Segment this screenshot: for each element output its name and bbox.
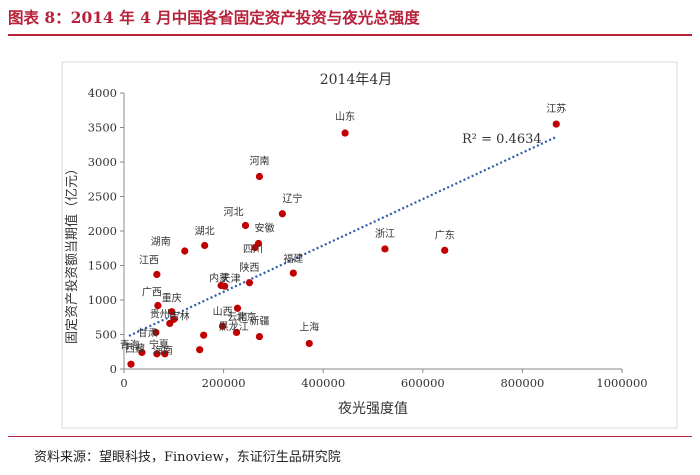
source-rule [8, 436, 692, 437]
data-point [341, 129, 349, 137]
scatter-chart: 2014年4月 0 500 1000 1500 2000 2500 3000 3500 4000… [61, 61, 678, 429]
data-point [233, 304, 242, 312]
data-point [220, 282, 229, 290]
point-label: 广东 [435, 228, 455, 241]
y-tick-label: 2000 [88, 224, 117, 238]
point-label: 上海 [299, 320, 319, 333]
data-point [232, 328, 241, 337]
data-point [305, 339, 313, 348]
point-label: 福建 [283, 252, 303, 265]
data-point [153, 270, 161, 279]
point-label: 四川 [243, 245, 263, 256]
point-label: 新疆 [249, 315, 269, 328]
point-label: 青海 [120, 338, 140, 351]
point-label: 浙江 [375, 228, 395, 240]
point-label: 山东 [335, 110, 355, 123]
point-label: 辽宁 [282, 192, 302, 205]
data-point [241, 221, 250, 230]
y-tick-label: 1500 [88, 259, 117, 273]
point-label: 江西 [139, 254, 159, 266]
data-point [166, 319, 174, 328]
data-point [200, 331, 208, 339]
point-label: 海南 [153, 344, 173, 357]
data-point [289, 269, 297, 277]
point-label: 陕西 [239, 261, 259, 274]
data-point [255, 172, 264, 181]
data-point [161, 350, 169, 358]
data-point [138, 348, 146, 357]
title-rule [8, 34, 692, 36]
chart-title: 2014年4月 [320, 72, 393, 88]
data-point [441, 246, 449, 254]
y-tick-label: 3500 [88, 121, 117, 135]
data-point [153, 350, 161, 358]
axes: 0 500 1000 1500 2000 2500 3000 3500 4000 0 200000 4… [88, 86, 648, 390]
data-point [168, 308, 176, 316]
x-tick-label: 800000 [500, 376, 544, 390]
data-point [219, 322, 227, 330]
point-label: 重庆 [162, 292, 182, 305]
point-label: 河北 [224, 206, 244, 218]
data-point [255, 332, 264, 341]
y-tick-label: 3000 [88, 155, 117, 169]
data-point [278, 210, 286, 218]
y-axis-label: 固定资产投资额当期值（亿元） [64, 162, 80, 344]
data-point [251, 243, 259, 252]
data-point [181, 247, 189, 255]
point-label: 贵州 [150, 307, 170, 320]
source-note: 资料来源：望眼科技，Finoview，东证衍生品研究院 [34, 450, 341, 465]
point-label: 湖南 [151, 235, 171, 248]
point-label: 西藏 [125, 343, 145, 355]
point-label: 云南 [228, 310, 248, 323]
point-label: 河南 [249, 154, 269, 167]
plot-frame [61, 61, 678, 429]
y-tick-label: 0 [110, 362, 117, 376]
point-label: 宁夏 [149, 338, 169, 351]
data-point [196, 346, 204, 354]
data-point [152, 328, 160, 337]
y-tick-label: 2500 [88, 190, 117, 204]
data-point [201, 241, 209, 250]
trendline [128, 135, 558, 337]
y-tick-label: 500 [95, 328, 117, 342]
point-label: 天津 [221, 273, 241, 285]
point-label: 安徽 [254, 221, 274, 234]
point-label: 内蒙 [209, 272, 229, 285]
data-point [127, 360, 135, 368]
figure-title: 图表 8：2014 年 4 月中国各省固定资产投资与夜光总强度 [8, 8, 420, 27]
data-point [381, 245, 389, 253]
data-point [245, 279, 254, 287]
point-label: 黑龙江 [219, 320, 249, 333]
x-tick-label: 200000 [202, 376, 246, 390]
data-point [154, 301, 162, 310]
point-label: 吉林 [170, 309, 190, 322]
y-tick-label: 4000 [88, 86, 117, 100]
r-squared-annotation: R² = 0.4634 [462, 132, 542, 147]
y-tick-label: 1000 [88, 293, 117, 307]
x-axis-label: 夜光强度值 [338, 401, 408, 417]
x-tick-label: 400000 [301, 376, 345, 390]
point-label: 江苏 [546, 102, 566, 115]
data-points [127, 120, 560, 368]
point-label: 北京 [237, 310, 257, 323]
x-tick-label: 600000 [401, 376, 445, 390]
point-label: 广西 [142, 287, 162, 299]
point-label: 甘肃 [138, 326, 158, 339]
point-label: 山西 [213, 306, 233, 318]
data-point [552, 120, 560, 128]
point-label: 湖北 [195, 225, 215, 237]
x-tick-label: 1000000 [596, 376, 647, 390]
x-tick-label: 0 [120, 376, 127, 390]
trendline-group [128, 135, 558, 337]
